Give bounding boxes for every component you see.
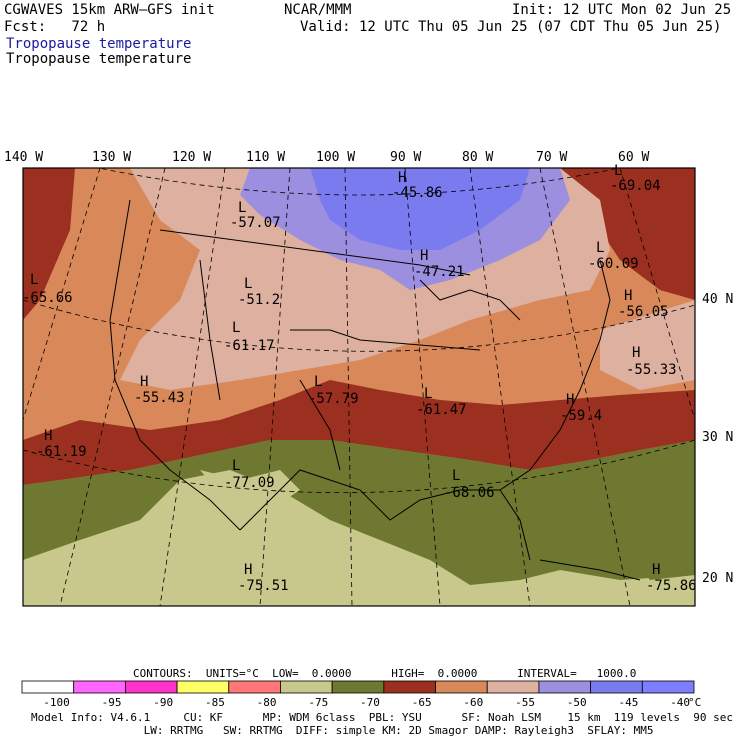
model-info-line1: Model Info: V4.6.1 CU: KF MP: WDM 6class… bbox=[31, 711, 733, 724]
forecast-hour: Fcst: 72 h bbox=[4, 19, 106, 35]
color-bar: -100 -95 -90 -85 -80 -75 -70 -65 -60 -55 -50 -45 -40… bbox=[21, 680, 701, 709]
color-bar-label: -40 bbox=[670, 696, 690, 709]
color-bar-label: -55 bbox=[515, 696, 535, 709]
field-title-black: Tropopause temperature bbox=[6, 51, 192, 67]
extremum-value: -47.21 bbox=[414, 264, 465, 280]
color-bar-swatches bbox=[21, 680, 695, 694]
color-bar-label: -85 bbox=[205, 696, 225, 709]
extremum-value: -65.66 bbox=[22, 290, 73, 306]
lon-label: 70 W bbox=[536, 150, 567, 165]
color-bar-label: -65 bbox=[412, 696, 432, 709]
extremum-value: -59.4 bbox=[560, 408, 602, 424]
color-bar-label: -80 bbox=[257, 696, 277, 709]
extremum-type: H bbox=[398, 170, 406, 186]
lon-label: 120 W bbox=[172, 150, 211, 165]
extremum-value: -61.19 bbox=[36, 444, 87, 460]
extremum-value: -68.06 bbox=[444, 485, 495, 501]
color-bar-label: -75 bbox=[308, 696, 328, 709]
color-bar-swatch bbox=[641, 680, 695, 694]
color-bar-label: -95 bbox=[102, 696, 122, 709]
lon-label: 80 W bbox=[462, 150, 493, 165]
extremum-value: -45.86 bbox=[392, 185, 443, 201]
extremum-type: L bbox=[232, 458, 240, 474]
color-bar-swatch bbox=[486, 680, 540, 694]
color-bar-labels: -100 -95 -90 -85 -80 -75 -70 -65 -60 -55 -50 -45 -40… bbox=[43, 696, 701, 709]
color-bar-label: -70 bbox=[360, 696, 380, 709]
lat-label: 40 N bbox=[702, 292, 733, 307]
color-bar-swatch bbox=[331, 680, 385, 694]
graticule-lines bbox=[23, 168, 695, 606]
extremum-type: L bbox=[452, 468, 460, 484]
model-info-line2: LW: RRTMG SW: RRTMG DIFF: simple KM: 2D … bbox=[31, 724, 654, 737]
extremum-value: -61.17 bbox=[224, 338, 275, 354]
extremum-type: L bbox=[232, 320, 240, 336]
color-bar-unit: °C bbox=[688, 696, 701, 709]
color-bar-label: -100 bbox=[43, 696, 70, 709]
extremum-type: L bbox=[244, 276, 252, 292]
extremum-type: L bbox=[238, 200, 246, 216]
extremum-value: -57.07 bbox=[230, 215, 281, 231]
color-bar-label: -45 bbox=[619, 696, 639, 709]
extremum-type: H bbox=[624, 288, 632, 304]
extremum-type: H bbox=[140, 374, 148, 390]
lon-label: 90 W bbox=[390, 150, 421, 165]
lat-label: 30 N bbox=[702, 430, 733, 445]
color-bar-swatch bbox=[124, 680, 178, 694]
extremum-value: -75.51 bbox=[238, 578, 289, 594]
extremum-type: H bbox=[566, 392, 574, 408]
lon-label: 140 W bbox=[4, 150, 43, 165]
color-bar-label: -90 bbox=[153, 696, 173, 709]
extrema-labels: L -57.07 H -45.86 L -69.04 L -65.66 L -5… bbox=[22, 163, 697, 594]
model-title: CGWAVES 15km ARW–GFS init bbox=[4, 2, 215, 18]
extremum-value: -55.43 bbox=[134, 390, 185, 406]
extremum-type: H bbox=[632, 345, 640, 361]
extremum-type: H bbox=[44, 428, 52, 444]
color-bar-swatch bbox=[280, 680, 333, 694]
extremum-value: -61.47 bbox=[416, 402, 467, 418]
extremum-type: H bbox=[420, 248, 428, 264]
temperature-fill-field bbox=[23, 168, 695, 606]
extremum-type: L bbox=[614, 163, 622, 179]
lon-label: 110 W bbox=[246, 150, 285, 165]
org-label: NCAR/MMM bbox=[284, 2, 352, 18]
contours-info: CONTOURS: UNITS=°C LOW= 0.0000 HIGH= 0.0… bbox=[133, 667, 637, 680]
color-bar-swatch bbox=[228, 680, 281, 694]
extremum-type: H bbox=[244, 562, 252, 578]
color-bar-swatch bbox=[73, 680, 126, 694]
extremum-type: H bbox=[652, 562, 660, 578]
extremum-value: -57.79 bbox=[308, 391, 359, 407]
extremum-value: -51.2 bbox=[238, 292, 280, 308]
longitude-labels: 140 W 130 W 120 W 110 W 100 W 90 W 80 W … bbox=[4, 150, 649, 165]
extremum-type: L bbox=[30, 272, 38, 288]
map-frame bbox=[22, 167, 696, 607]
latitude-labels: 40 N 30 N 20 N bbox=[702, 292, 733, 586]
lon-label: 130 W bbox=[92, 150, 131, 165]
color-bar-swatch bbox=[21, 680, 75, 694]
lat-label: 20 N bbox=[702, 571, 733, 586]
color-bar-label: -60 bbox=[463, 696, 483, 709]
color-bar-swatch bbox=[176, 680, 230, 694]
lon-label: 60 W bbox=[618, 150, 649, 165]
extremum-type: L bbox=[596, 240, 604, 256]
init-time: Init: 12 UTC Mon 02 Jun 25 bbox=[512, 2, 732, 18]
color-bar-swatch bbox=[538, 680, 592, 694]
color-bar-swatch bbox=[590, 680, 643, 694]
extremum-type: L bbox=[424, 386, 432, 402]
field-title-blue: Tropopause temperature bbox=[6, 36, 192, 52]
valid-time: Valid: 12 UTC Thu 05 Jun 25 (07 CDT Thu … bbox=[300, 19, 722, 35]
extremum-value: -75.86 bbox=[646, 578, 697, 594]
political-boundaries bbox=[109, 199, 641, 581]
extremum-value: -55.33 bbox=[626, 362, 677, 378]
extremum-value: -69.04 bbox=[610, 178, 661, 194]
color-bar-swatch bbox=[435, 680, 488, 694]
extremum-value: -77.09 bbox=[224, 475, 275, 491]
color-bar-label: -50 bbox=[567, 696, 587, 709]
extremum-type: L bbox=[314, 374, 322, 390]
lon-label: 100 W bbox=[316, 150, 355, 165]
extremum-value: -60.09 bbox=[588, 256, 639, 272]
color-bar-swatch bbox=[383, 680, 436, 694]
extremum-value: -56.05 bbox=[618, 304, 669, 320]
